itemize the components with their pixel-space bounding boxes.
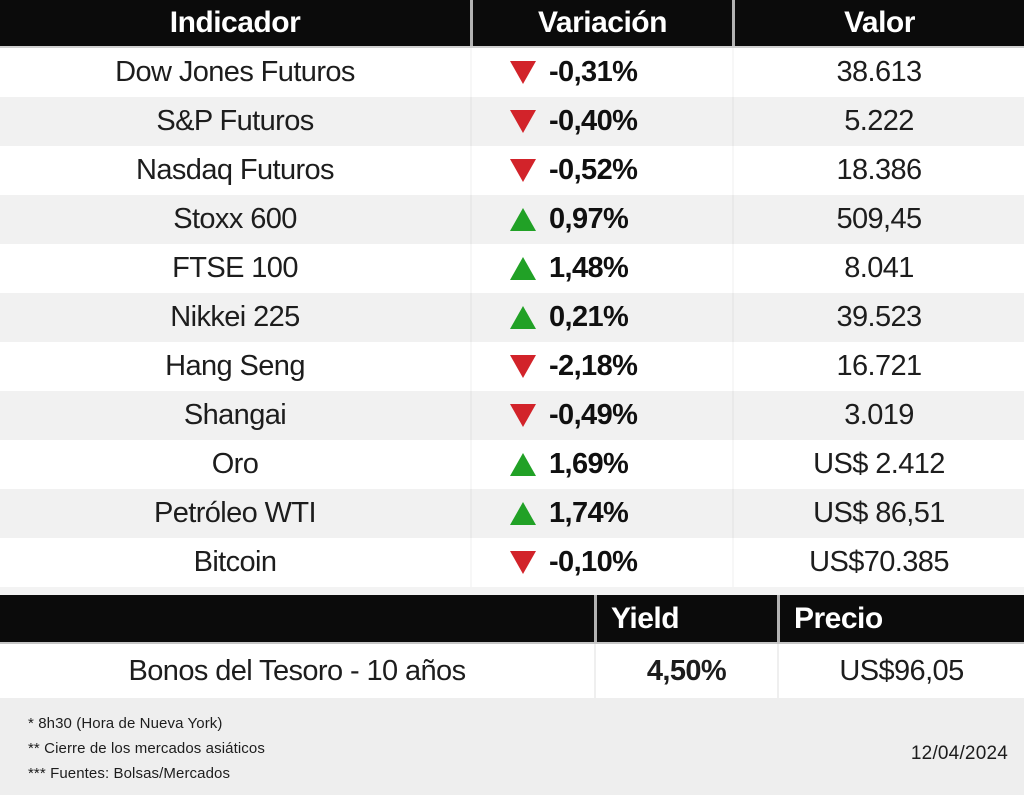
- table-row: Shangai -0,49% 3.019: [0, 391, 1024, 440]
- indicator-value: 8.041: [732, 244, 1024, 293]
- indicator-name: Stoxx 600: [173, 203, 297, 235]
- indicator-name: Bitcoin: [193, 546, 277, 578]
- variation-cell: 0,21%: [470, 293, 732, 342]
- table-row-bonds: Bonos del Tesoro - 10 años 4,50% US$96,0…: [0, 644, 1024, 698]
- down-arrow-icon: [510, 159, 536, 182]
- variation-value: -2,18%: [549, 350, 638, 382]
- variation-value: 1,69%: [549, 448, 629, 480]
- variation-cell: 0,97%: [470, 195, 732, 244]
- up-arrow-icon: [510, 208, 536, 231]
- indicator-name: Nikkei 225: [170, 301, 300, 333]
- indicator-value: 18.386: [732, 146, 1024, 195]
- date-label: 12/04/2024: [910, 743, 1008, 764]
- indicator-value: US$ 2.412: [732, 440, 1024, 489]
- header-empty: [0, 595, 594, 642]
- down-arrow-icon: [510, 404, 536, 427]
- indicator-value: 3.019: [732, 391, 1024, 440]
- table-row: Stoxx 600 0,97% 509,45: [0, 195, 1024, 244]
- table-row: Dow Jones Futuros -0,31% 38.613: [0, 48, 1024, 97]
- down-arrow-icon: [510, 61, 536, 84]
- indicator-value: 509,45: [732, 195, 1024, 244]
- footnote-2: ** Cierre de los mercados asiáticos: [28, 740, 265, 757]
- table-separator: [0, 587, 1024, 595]
- indicator-value: 5.222: [732, 97, 1024, 146]
- variation-cell: -0,52%: [470, 146, 732, 195]
- variation-cell: -0,31%: [470, 48, 732, 97]
- indicator-value: 39.523: [732, 293, 1024, 342]
- header-indicador: Indicador: [169, 6, 301, 39]
- variation-cell: -0,49%: [470, 391, 732, 440]
- footnote-3: *** Fuentes: Bolsas/Mercados: [28, 765, 231, 782]
- indicator-name: FTSE 100: [172, 252, 298, 284]
- indicator-name: S&P Futuros: [156, 105, 314, 137]
- header-variacion: Variación: [470, 0, 732, 46]
- table-row: FTSE 100 1,48% 8.041: [0, 244, 1024, 293]
- header-valor: Valor: [732, 0, 1024, 46]
- table-row: Petróleo WTI 1,74% US$ 86,51: [0, 489, 1024, 538]
- variation-cell: -2,18%: [470, 342, 732, 391]
- down-arrow-icon: [510, 551, 536, 574]
- variation-value: -0,49%: [549, 399, 638, 431]
- header-precio: Precio: [777, 595, 1024, 642]
- variation-value: 1,74%: [549, 497, 629, 529]
- variation-value: -0,52%: [549, 154, 638, 186]
- indicator-value: 38.613: [732, 48, 1024, 97]
- variation-cell: 1,69%: [470, 440, 732, 489]
- indicator-value: 16.721: [732, 342, 1024, 391]
- variation-value: 0,97%: [549, 203, 629, 235]
- bond-price-value: US$96,05: [777, 644, 1024, 698]
- table-row: Hang Seng -2,18% 16.721: [0, 342, 1024, 391]
- bonds-header-row: Yield Precio: [0, 595, 1024, 644]
- indicator-name: Dow Jones Futuros: [115, 56, 355, 88]
- indicator-name: Shangai: [183, 399, 287, 431]
- table-row: Oro 1,69% US$ 2.412: [0, 440, 1024, 489]
- indicator-name: Nasdaq Futuros: [136, 154, 335, 186]
- down-arrow-icon: [510, 110, 536, 133]
- indicator-name: Oro: [211, 448, 259, 480]
- variation-value: -0,31%: [549, 56, 638, 88]
- up-arrow-icon: [510, 502, 536, 525]
- up-arrow-icon: [510, 257, 536, 280]
- table-row: Nikkei 225 0,21% 39.523: [0, 293, 1024, 342]
- variation-cell: -0,10%: [470, 538, 732, 587]
- indicator-value: US$70.385: [732, 538, 1024, 587]
- bond-yield-value: 4,50%: [594, 644, 777, 698]
- footer: * 8h30 (Hora de Nueva York) ** Cierre de…: [0, 698, 1024, 795]
- indicator-name: Hang Seng: [165, 350, 305, 382]
- table-row: S&P Futuros -0,40% 5.222: [0, 97, 1024, 146]
- down-arrow-icon: [510, 355, 536, 378]
- variation-value: 0,21%: [549, 301, 629, 333]
- variation-value: -0,10%: [549, 546, 638, 578]
- footnote-1: * 8h30 (Hora de Nueva York): [28, 715, 223, 732]
- header-yield: Yield: [594, 595, 777, 642]
- variation-value: 1,48%: [549, 252, 629, 284]
- indicators-header-row: Indicador Variación Valor: [0, 0, 1024, 48]
- indicator-name: Petróleo WTI: [153, 497, 317, 529]
- variation-value: -0,40%: [549, 105, 638, 137]
- table-row: Bitcoin -0,10% US$70.385: [0, 538, 1024, 587]
- variation-cell: 1,48%: [470, 244, 732, 293]
- up-arrow-icon: [510, 306, 536, 329]
- indicator-value: US$ 86,51: [732, 489, 1024, 538]
- variation-cell: 1,74%: [470, 489, 732, 538]
- table-row: Nasdaq Futuros -0,52% 18.386: [0, 146, 1024, 195]
- up-arrow-icon: [510, 453, 536, 476]
- bond-name: Bonos del Tesoro - 10 años: [128, 654, 467, 687]
- variation-cell: -0,40%: [470, 97, 732, 146]
- indicators-body: Dow Jones Futuros -0,31% 38.613 S&P Futuros…: [0, 48, 1024, 587]
